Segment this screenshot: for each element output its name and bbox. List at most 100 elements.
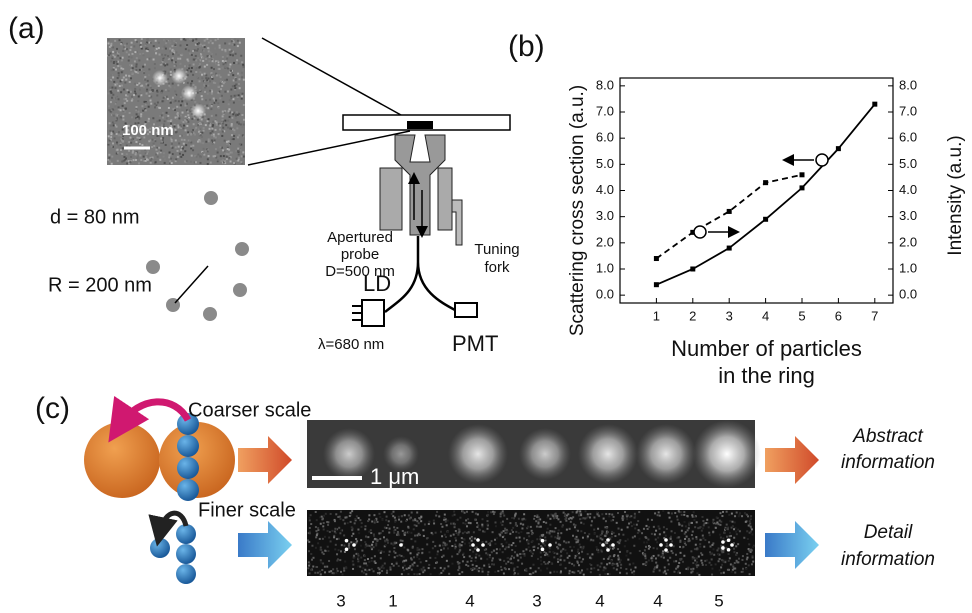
- noise: [323, 528, 325, 530]
- noise: [173, 125, 175, 127]
- noise: [143, 156, 145, 158]
- noise: [204, 117, 206, 119]
- noise: [197, 92, 199, 94]
- noise: [222, 131, 224, 133]
- noise: [673, 545, 675, 547]
- noise: [574, 524, 576, 526]
- noise: [357, 558, 359, 560]
- noise: [591, 520, 593, 522]
- radius-line: [175, 266, 208, 303]
- noise: [375, 543, 377, 545]
- noise: [563, 540, 565, 542]
- noise: [547, 528, 549, 530]
- noise: [188, 142, 190, 144]
- noise: [187, 134, 189, 136]
- noise: [172, 53, 174, 55]
- noise: [226, 141, 228, 143]
- noise: [447, 565, 449, 567]
- noise: [493, 550, 495, 552]
- noise: [649, 546, 651, 548]
- noise: [673, 571, 675, 573]
- noise: [126, 89, 128, 91]
- noise: [238, 153, 240, 155]
- noise: [702, 527, 704, 529]
- noise: [725, 528, 727, 530]
- noise: [565, 520, 567, 522]
- noise: [464, 512, 466, 514]
- noise: [151, 146, 153, 148]
- noise: [650, 557, 652, 559]
- noise: [126, 51, 128, 53]
- noise: [164, 162, 166, 164]
- noise: [311, 559, 313, 561]
- noise: [114, 137, 116, 139]
- noise: [454, 547, 456, 549]
- noise: [404, 565, 406, 567]
- noise: [515, 531, 517, 533]
- noise: [319, 538, 321, 540]
- noise: [211, 105, 213, 107]
- noise: [564, 513, 566, 515]
- noise: [681, 525, 683, 527]
- noise: [147, 50, 149, 52]
- noise: [194, 101, 196, 103]
- noise: [705, 564, 707, 566]
- noise: [577, 530, 579, 532]
- noise: [546, 568, 548, 570]
- noise: [730, 563, 732, 565]
- noise: [163, 63, 165, 65]
- noise: [734, 562, 736, 564]
- noise: [733, 528, 735, 530]
- noise: [634, 515, 636, 517]
- noise: [135, 141, 137, 143]
- noise: [704, 539, 706, 541]
- noise: [617, 555, 619, 557]
- noise: [108, 144, 110, 146]
- noise: [723, 561, 725, 563]
- noise: [496, 552, 498, 554]
- noise: [390, 543, 392, 545]
- chart: 0.01.02.03.04.05.06.07.08.00.01.02.03.04…: [567, 77, 966, 388]
- noise: [174, 153, 176, 155]
- noise: [535, 520, 537, 522]
- noise: [517, 573, 519, 575]
- noise: [229, 127, 231, 129]
- noise: [360, 545, 362, 547]
- noise: [191, 54, 193, 56]
- noise: [383, 536, 385, 538]
- noise: [456, 553, 458, 555]
- particle: [541, 539, 545, 543]
- x-tick-label: 5: [798, 308, 805, 323]
- noise: [662, 554, 664, 556]
- noise: [589, 513, 591, 515]
- noise: [352, 533, 354, 535]
- noise: [108, 109, 110, 111]
- noise: [416, 512, 418, 514]
- noise: [199, 162, 201, 164]
- noise: [130, 142, 132, 144]
- noise: [497, 570, 499, 572]
- noise: [503, 560, 505, 562]
- noise: [143, 43, 145, 45]
- noise: [384, 511, 386, 513]
- noise: [160, 100, 162, 102]
- noise: [683, 555, 685, 557]
- noise: [645, 537, 647, 539]
- noise: [515, 524, 517, 526]
- noise: [662, 510, 664, 512]
- noise: [501, 543, 503, 545]
- noise: [549, 518, 551, 520]
- noise: [643, 541, 645, 543]
- noise: [113, 109, 115, 111]
- noise: [204, 80, 206, 82]
- noise: [691, 534, 693, 536]
- noise: [238, 157, 240, 159]
- particle: [548, 543, 552, 547]
- noise: [711, 553, 713, 555]
- noise: [108, 154, 110, 156]
- noise: [472, 511, 474, 513]
- noise: [155, 149, 157, 151]
- noise: [375, 544, 377, 546]
- noise: [109, 122, 111, 124]
- x-axis-title: Number of particles: [671, 336, 862, 361]
